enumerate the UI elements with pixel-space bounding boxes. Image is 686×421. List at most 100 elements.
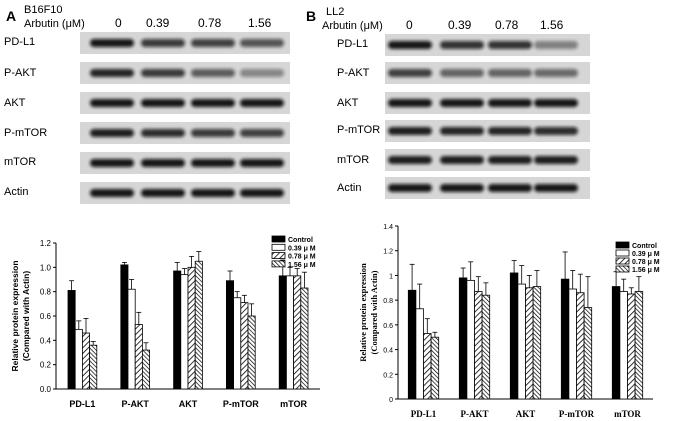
legend-swatch — [615, 265, 630, 273]
bar — [233, 297, 242, 390]
y-tick-label: 0.6 — [383, 323, 393, 330]
category-label: PD-L1 — [69, 399, 95, 409]
blot-band — [141, 189, 185, 197]
blot-band — [240, 39, 284, 47]
panel-a-row-label: P-mTOR — [4, 127, 48, 139]
legend-swatch — [615, 249, 630, 257]
bar — [134, 324, 143, 390]
blot-band — [191, 159, 235, 167]
legend-label: 1.56 μ M — [288, 262, 316, 269]
panel-a-conc-3: 1.56 — [248, 16, 272, 30]
panel-b-row-label: PD-L1 — [337, 38, 369, 50]
y-tick-label: 0.6 — [40, 312, 52, 321]
legend-swatch — [271, 252, 286, 260]
panel-b-conc-3: 1.56 — [540, 18, 564, 32]
y-tick-label: 0.4 — [383, 348, 393, 355]
panel-b-row-label: mTOR — [337, 154, 370, 166]
bar — [525, 287, 534, 400]
bar — [407, 289, 417, 400]
y-tick-label: 1.2 — [383, 249, 393, 256]
blot-band — [141, 39, 185, 47]
blot-band — [141, 159, 185, 167]
bar — [247, 315, 256, 390]
y-tick-label: 1.2 — [40, 239, 52, 248]
blot-band — [90, 99, 134, 107]
category-label: P-AKT — [121, 399, 149, 409]
y-tick-label: 0 — [389, 397, 393, 404]
bar — [127, 288, 136, 390]
blot-band — [141, 99, 185, 107]
blot-band — [191, 39, 235, 47]
blot-band — [534, 41, 578, 49]
category-label: PD-L1 — [411, 409, 437, 419]
blot-band — [240, 159, 284, 167]
blot-band — [534, 127, 578, 135]
panel-b-cell-line: LL2 — [326, 6, 345, 18]
panel-a-letter: A — [6, 8, 17, 24]
blot-band — [191, 99, 235, 107]
legend-label: 0.78 μ M — [288, 254, 316, 261]
panel-a-cell-line: B16F10 — [24, 4, 63, 16]
blot-band — [488, 99, 532, 107]
blot-band — [90, 159, 134, 167]
bar — [240, 302, 249, 390]
blot-band — [488, 184, 532, 192]
bar — [180, 274, 189, 390]
panel-a-treatment-label: Arbutin (μM) — [24, 18, 85, 30]
blot-strip-background — [385, 62, 590, 84]
bar — [576, 292, 585, 400]
bar — [517, 283, 526, 400]
y-tick-label: 0.4 — [40, 336, 52, 345]
panel-a-conc-1: 0.39 — [146, 16, 170, 30]
bar — [415, 308, 424, 400]
blot-band — [440, 99, 484, 107]
bar — [82, 332, 91, 390]
blot-band — [90, 39, 134, 47]
legend-label: 0.39 μ M — [288, 245, 316, 252]
bar — [481, 294, 491, 400]
blot-band — [534, 156, 578, 164]
legend-swatch — [615, 257, 630, 265]
blot-band — [534, 69, 578, 77]
y-axis-title: Relative protein expression — [358, 263, 368, 362]
blot-band — [388, 127, 432, 135]
bar — [568, 288, 577, 400]
category-label: AKT — [516, 409, 536, 419]
blot-band — [440, 41, 484, 49]
blot-band — [191, 189, 235, 197]
y-tick-label: 0.8 — [383, 298, 393, 305]
y-tick-label: 1 — [389, 273, 393, 280]
blot-band — [141, 69, 185, 77]
bar — [627, 293, 636, 400]
panel-b-conc-0: 0 — [406, 18, 413, 32]
legend-label: Control — [288, 237, 313, 244]
legend-label: 0.78 μ M — [632, 259, 660, 266]
blot-band — [388, 69, 432, 77]
y-tick-label: 0.0 — [40, 385, 52, 394]
y-tick-label: 0.2 — [383, 372, 393, 379]
bar — [300, 287, 309, 390]
panel-a-row-label: P-AKT — [4, 67, 37, 79]
bar — [187, 266, 196, 390]
legend-swatch — [615, 241, 630, 249]
blot-band — [240, 99, 284, 107]
panel-a-row-label: Actin — [4, 186, 29, 198]
panel-a-row-label: mTOR — [4, 156, 37, 168]
category-label: P-mTOR — [559, 409, 595, 419]
bar — [293, 275, 302, 390]
category-label: P-AKT — [461, 409, 489, 419]
bar — [560, 278, 570, 400]
bar — [619, 291, 628, 400]
legend-label: 1.56 μ M — [632, 267, 660, 274]
blot-band — [488, 69, 532, 77]
bar — [583, 307, 593, 400]
panel-b-conc-2: 0.78 — [495, 18, 519, 32]
blot-band — [440, 156, 484, 164]
blot-strip-background — [385, 92, 590, 114]
bar — [173, 270, 182, 390]
y-axis-title: (Compared with Actin) — [369, 270, 379, 354]
bar — [532, 286, 542, 400]
blot-band — [90, 69, 134, 77]
blot-band — [240, 129, 284, 137]
